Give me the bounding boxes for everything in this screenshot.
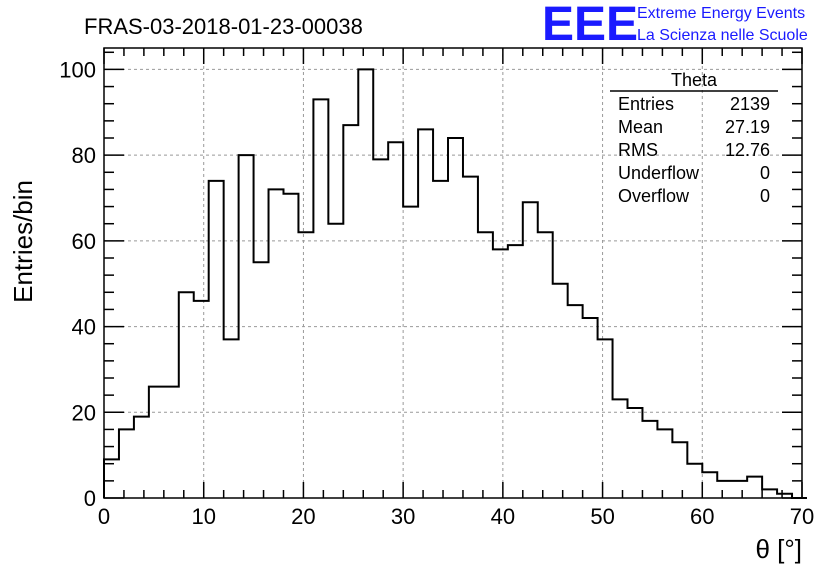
histogram-bin — [358, 69, 373, 498]
grid-lines — [104, 48, 802, 498]
histogram-bin — [583, 318, 598, 498]
histogram-bin — [134, 417, 149, 498]
eee-logo-mark: EEE — [542, 0, 638, 51]
x-tick-labels: 0 10 20 30 40 50 60 70 — [98, 504, 814, 529]
histogram-bin — [628, 408, 643, 498]
histogram-bin — [179, 292, 194, 498]
x-tick-label: 20 — [291, 504, 315, 529]
stats-row-label: Underflow — [618, 163, 700, 183]
histogram-bin — [523, 202, 538, 498]
histogram-bin — [373, 159, 388, 498]
eee-logo-line1: Extreme Energy Events — [637, 5, 805, 22]
histogram-bin — [747, 477, 762, 498]
x-tick-label: 60 — [690, 504, 714, 529]
histogram-bin — [478, 232, 493, 498]
histogram-bin — [283, 194, 298, 498]
histogram-bin — [403, 207, 418, 498]
histogram-bin — [328, 224, 343, 498]
stats-row-value: 0 — [760, 186, 770, 206]
histogram-bin — [164, 387, 179, 498]
stats-row-value: 0 — [760, 163, 770, 183]
histogram-bin — [209, 181, 224, 498]
plot-frame — [103, 47, 803, 499]
histogram-bin — [448, 138, 463, 498]
histogram-outline — [103, 68, 807, 499]
histogram-bin — [194, 301, 209, 498]
y-tick-labels: 0 20 40 60 80 100 — [59, 57, 96, 511]
x-tick-label: 40 — [491, 504, 515, 529]
eee-logo: EEE Extreme Energy Events La Scienza nel… — [542, 0, 808, 51]
histogram-bin — [313, 99, 328, 498]
y-tick-label: 100 — [59, 57, 96, 82]
histogram-bin — [762, 489, 777, 498]
histogram-bars — [103, 68, 807, 499]
x-tick-label: 30 — [391, 504, 415, 529]
stats-box: Theta Entries 2139 Mean 27.19 RMS 12.76 Underfl… — [610, 70, 778, 206]
x-axis-label: θ [°] — [755, 534, 802, 564]
y-tick-label: 40 — [72, 315, 96, 340]
histogram-bin — [269, 189, 284, 498]
stats-row-label: Overflow — [618, 186, 690, 206]
stats-row-label: Mean — [618, 117, 663, 137]
histogram-bin — [538, 232, 553, 498]
y-axis-label: Entries/bin — [8, 180, 38, 303]
stats-row-value: 2139 — [730, 94, 770, 114]
histogram-bin — [298, 232, 313, 498]
histogram-bin — [568, 305, 583, 498]
histogram-bin — [508, 245, 523, 498]
histogram-bin — [254, 262, 269, 498]
stats-row-label: RMS — [618, 140, 658, 160]
stats-box-title: Theta — [671, 70, 718, 90]
histogram-bin — [613, 399, 628, 498]
y-tick-label: 60 — [72, 229, 96, 254]
histogram-bin — [224, 339, 239, 498]
histogram-bin — [493, 249, 508, 498]
histogram-bin — [598, 339, 613, 498]
histogram-bin — [418, 129, 433, 498]
x-tick-label: 0 — [98, 504, 110, 529]
y-tick-label: 80 — [72, 143, 96, 168]
histogram-bin — [657, 429, 672, 498]
stats-row-value: 12.76 — [725, 140, 770, 160]
eee-logo-line2: La Scienza nelle Scuole — [637, 27, 808, 44]
y-tick-label: 20 — [72, 400, 96, 425]
histogram-bin — [119, 429, 134, 498]
histogram-bin — [687, 464, 702, 498]
histogram-bin — [732, 481, 747, 498]
histogram-bin — [343, 125, 358, 498]
histogram-bin — [239, 155, 254, 498]
chart-title: FRAS-03-2018-01-23-00038 — [84, 14, 363, 39]
histogram-bin — [553, 284, 568, 498]
y-tick-label: 0 — [84, 486, 96, 511]
histogram-bin — [149, 387, 164, 498]
histogram-bin — [388, 142, 403, 498]
histogram-bin — [463, 177, 478, 498]
x-tick-label: 10 — [191, 504, 215, 529]
axes — [103, 47, 803, 499]
histogram-bin — [104, 459, 119, 498]
stats-row-value: 27.19 — [725, 117, 770, 137]
stats-row-label: Entries — [618, 94, 674, 114]
x-tick-label: 70 — [790, 504, 814, 529]
histogram-bin — [702, 472, 717, 498]
histogram-bin — [433, 181, 448, 498]
histogram-bin — [717, 481, 732, 498]
histogram-bin — [642, 421, 657, 498]
histogram-bin — [672, 442, 687, 498]
x-tick-label: 50 — [590, 504, 614, 529]
